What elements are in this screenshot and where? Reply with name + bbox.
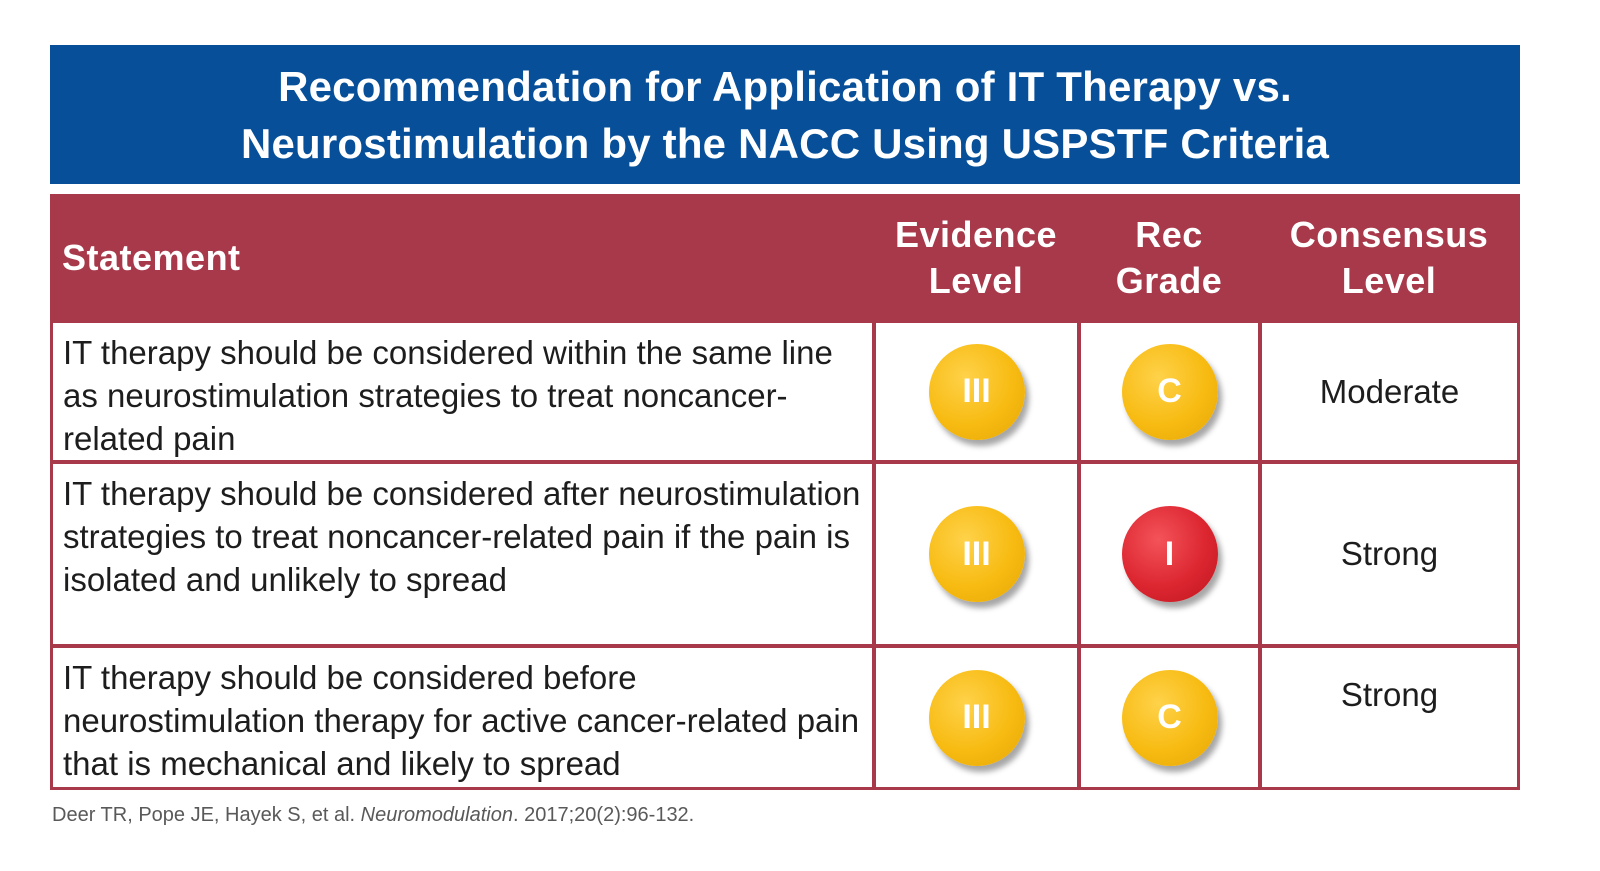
evidence-badge: III (928, 506, 1025, 602)
row-2-consensus: Strong (1262, 464, 1517, 644)
row-1-grade-cell: C (1081, 323, 1258, 460)
row-2-evidence-cell: III (876, 464, 1077, 644)
evidence-badge: III (928, 343, 1025, 440)
citation-journal: Neuromodulation (360, 804, 513, 826)
recommendation-table: Statement Evidence Level Rec Grade Conse… (50, 194, 1520, 790)
header-consensus-level: Consensus Level (1289, 214, 1489, 301)
grade-badge: C (1121, 669, 1218, 766)
row-3-statement: IT therapy should be considered before n… (53, 648, 872, 787)
title-banner: Recommendation for Application of IT The… (50, 45, 1520, 184)
row-1-consensus: Moderate (1262, 323, 1517, 460)
grade-badge: C (1121, 343, 1218, 440)
row-2-grade-cell: I (1081, 464, 1258, 644)
citation: Deer TR, Pope JE, Hayek S, et al. Neurom… (52, 804, 694, 827)
citation-details: . 2017;20(2):96-132. (513, 804, 695, 826)
table-header-row: Statement Evidence Level Rec Grade Conse… (50, 194, 1520, 322)
grade-badge: I (1121, 506, 1218, 602)
row-3-consensus: Strong (1262, 648, 1517, 787)
evidence-badge: III (928, 669, 1025, 766)
citation-authors: Deer TR, Pope JE, Hayek S, et al. (52, 804, 356, 826)
row-3-grade-cell: C (1081, 648, 1258, 787)
header-statement: Statement (62, 237, 241, 278)
title-line-2: Neurostimulation by the NACC Using USPST… (240, 119, 1330, 167)
title-line-1: Recommendation for Application of IT The… (278, 62, 1292, 110)
row-1-statement: IT therapy should be considered within t… (53, 323, 872, 460)
header-evidence-level: Evidence Level (894, 214, 1058, 301)
row-1-evidence-cell: III (876, 323, 1077, 460)
header-rec-grade: Rec Grade (1115, 214, 1223, 301)
row-2-statement: IT therapy should be considered after ne… (53, 464, 872, 644)
row-3-evidence-cell: III (876, 648, 1077, 787)
